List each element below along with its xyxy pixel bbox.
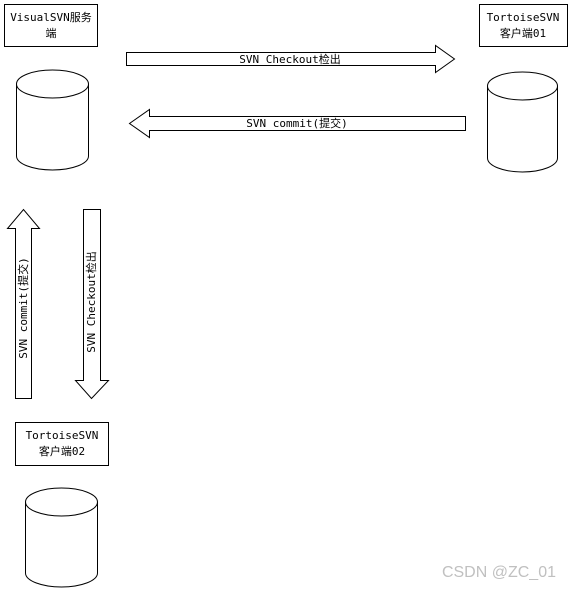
left-commit-arrow: SVN commit(提交) <box>6 208 41 399</box>
client02-label-line2: 客户端02 <box>39 444 85 458</box>
server-label-line2: 端 <box>46 27 57 40</box>
left-checkout-label: SVN Checkout检出 <box>84 251 98 352</box>
top-checkout-label: SVN Checkout检出 <box>239 52 340 66</box>
client01-label-box: TortoiseSVN 客户端01 <box>479 4 568 47</box>
client01-label-line2: 客户端01 <box>500 26 546 40</box>
top-checkout-arrow: SVN Checkout检出 <box>126 44 456 74</box>
server-label-box: VisualSVN服务 端 <box>4 4 98 47</box>
top-commit-arrow: SVN commit(提交) <box>128 108 466 139</box>
client01-label-line1: TortoiseSVN <box>487 11 560 24</box>
client02-label-line1: TortoiseSVN <box>26 429 99 442</box>
left-checkout-arrow: SVN Checkout检出 <box>74 209 110 400</box>
client02-label-box: TortoiseSVN 客户端02 <box>15 422 109 466</box>
server-label-line1: VisualSVN服务 <box>10 11 92 24</box>
top-commit-label: SVN commit(提交) <box>246 116 347 130</box>
server-database-icon <box>16 69 89 171</box>
watermark-text: CSDN @ZC_01 <box>442 564 556 581</box>
client02-database-icon <box>25 487 98 588</box>
left-commit-label: SVN commit(提交) <box>16 257 30 358</box>
client01-database-icon <box>487 71 558 173</box>
